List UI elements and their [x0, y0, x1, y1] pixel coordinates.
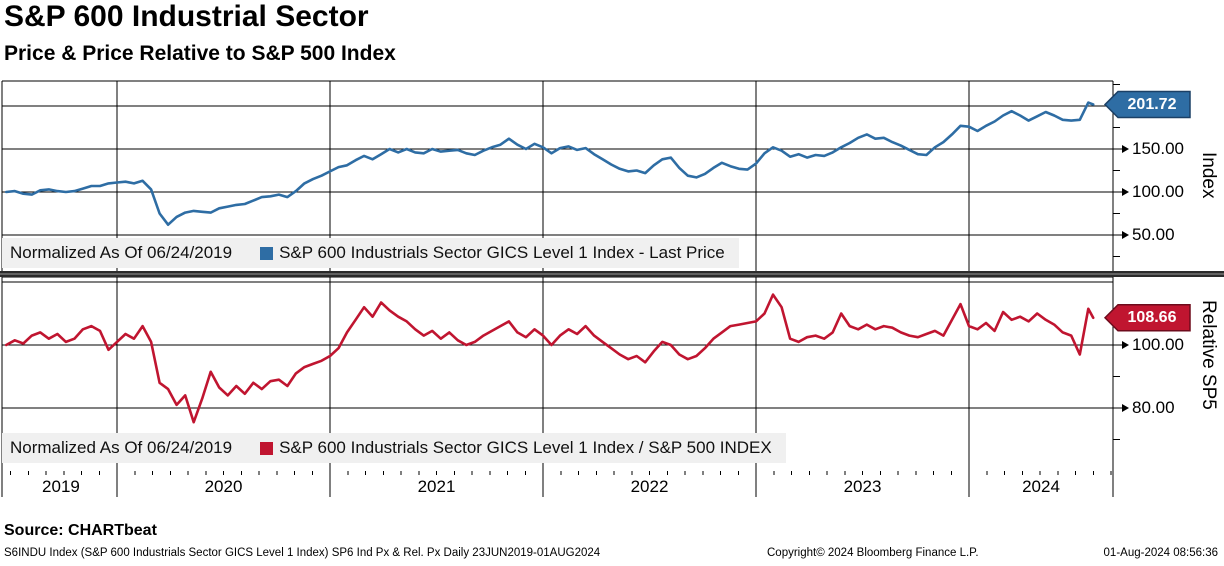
footer-security-info: S6INDU Index (S&P 600 Industrials Sector… [4, 547, 601, 559]
x-axis-year-label: 2022 [630, 477, 669, 496]
series-label-relative[interactable]: S&P 600 Industrials Sector GICS Level 1 … [279, 438, 772, 457]
x-axis-year-label: 2023 [843, 477, 882, 496]
y-tick-label: 100.00 [1132, 181, 1184, 201]
x-axis-year-label: 2020 [204, 477, 243, 496]
series-swatch-red [260, 441, 274, 455]
footer-copyright: Copyright© 2024 Bloomberg Finance L.P. [767, 547, 979, 559]
y-axis-title-index: Index [1198, 152, 1219, 199]
y-tick-label: 100.00 [1132, 335, 1184, 355]
y-tick-label: 150.00 [1132, 139, 1184, 158]
y-axis-title-relative: Relative SP5 [1198, 300, 1219, 410]
page-title: S&P 600 Industrial Sector [4, 0, 369, 33]
normalized-as-of-label: Normalized As Of 06/24/2019 [10, 438, 233, 457]
normalized-as-of-label: Normalized As Of 06/24/2019 [10, 243, 233, 262]
legend-price-panel[interactable]: Normalized As Of 06/24/2019 S&P 600 Indu… [2, 238, 739, 268]
series-swatch-blue [260, 246, 274, 260]
x-axis-year-label: 2024 [1022, 477, 1060, 496]
page-subtitle: Price & Price Relative to S&P 500 Index [4, 42, 396, 65]
y-tick-label: 50.00 [1132, 224, 1175, 244]
y-tick-label: 80.00 [1132, 398, 1175, 417]
x-axis-year-label: 2019 [42, 477, 80, 496]
last-price-badge: 201.72 [1127, 95, 1177, 113]
x-axis-year-label: 2021 [417, 477, 456, 496]
legend-relative-panel[interactable]: Normalized As Of 06/24/2019 S&P 600 Indu… [2, 433, 786, 463]
source-label: Source: CHARTbeat [4, 522, 157, 539]
series-label-price[interactable]: S&P 600 Industrials Sector GICS Level 1 … [279, 243, 725, 262]
relative-last-badge: 108.66 [1127, 308, 1177, 326]
footer-timestamp: 01-Aug-2024 08:56:36 [1103, 547, 1218, 559]
